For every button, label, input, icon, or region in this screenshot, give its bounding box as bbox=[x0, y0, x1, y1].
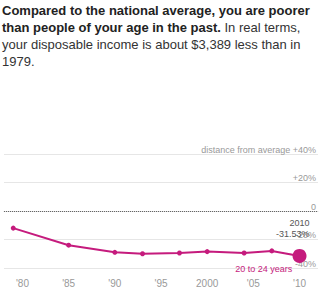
svg-text:'90: '90 bbox=[108, 278, 121, 289]
svg-text:'80: '80 bbox=[16, 278, 29, 289]
svg-text:2010: 2010 bbox=[289, 218, 309, 228]
svg-text:'05: '05 bbox=[247, 278, 260, 289]
svg-text:2000: 2000 bbox=[196, 278, 219, 289]
svg-text:'10: '10 bbox=[293, 278, 306, 289]
svg-text:'95: '95 bbox=[154, 278, 167, 289]
html-text:Compared to the national avera: Compared to the national average, you ar… bbox=[2, 3, 310, 69]
svg-text:'85: '85 bbox=[62, 278, 75, 289]
svg-text:-31.53%: -31.53% bbox=[276, 229, 310, 239]
svg-text:0: 0 bbox=[311, 202, 316, 212]
svg-text:-40%: -40% bbox=[295, 258, 316, 269]
svg-text:20 to 24 years: 20 to 24 years bbox=[235, 264, 293, 274]
svg-text:distance from average +40%: distance from average +40% bbox=[201, 145, 316, 155]
svg-text:+20%: +20% bbox=[293, 173, 316, 183]
